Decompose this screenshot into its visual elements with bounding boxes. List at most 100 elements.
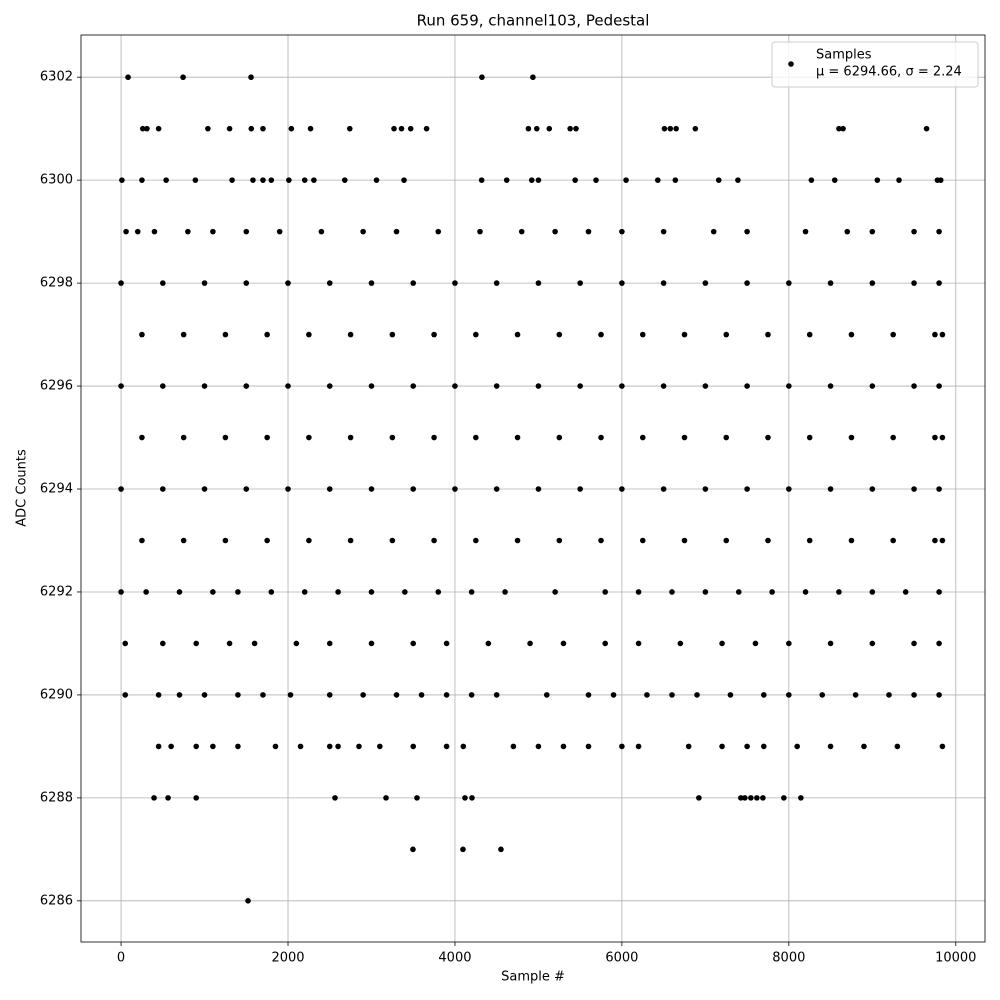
sample-point — [264, 537, 270, 544]
sample-point — [180, 331, 187, 338]
sample-point — [452, 280, 458, 286]
sample-point — [593, 177, 599, 183]
sample-point — [744, 280, 750, 286]
sample-point — [222, 331, 229, 338]
sample-point — [667, 125, 674, 132]
sample-point — [848, 331, 855, 338]
sample-point — [468, 692, 475, 698]
sample-point — [827, 383, 834, 389]
sample-point — [639, 537, 646, 544]
sample-point — [514, 331, 521, 338]
y-tick-label: 6288 — [40, 790, 73, 805]
y-tick-label: 6302 — [40, 70, 73, 85]
sample-point — [243, 383, 250, 389]
sample-point — [210, 228, 216, 235]
sample-point — [819, 692, 826, 698]
sample-point — [222, 434, 229, 441]
sample-point — [326, 486, 333, 492]
sample-point — [806, 434, 813, 441]
sample-point — [460, 846, 466, 853]
sample-point — [326, 280, 333, 286]
sample-point — [869, 280, 876, 286]
sample-point — [937, 177, 944, 183]
sample-point — [723, 537, 730, 544]
legend-label: Samples — [816, 48, 872, 63]
sample-point — [123, 228, 129, 235]
sample-point — [285, 486, 291, 492]
sample-point — [911, 228, 917, 235]
sample-point — [528, 177, 535, 183]
sample-point — [530, 74, 536, 81]
sample-point — [869, 486, 876, 492]
sample-point — [393, 692, 400, 698]
sample-point — [765, 331, 771, 338]
sample-point — [786, 486, 792, 492]
sample-point — [431, 434, 437, 441]
sample-point — [139, 537, 145, 544]
sample-point — [410, 486, 417, 492]
sample-point — [326, 692, 333, 698]
sample-point — [748, 795, 754, 801]
sample-point — [498, 846, 504, 853]
sample-point — [894, 743, 901, 750]
sample-point — [193, 795, 199, 801]
sample-point — [932, 331, 938, 338]
sample-point — [744, 486, 750, 492]
sample-point — [125, 74, 131, 81]
sample-point — [619, 383, 625, 389]
sample-point — [469, 795, 475, 801]
sample-point — [268, 177, 275, 183]
sample-point — [936, 383, 942, 389]
sample-point — [844, 228, 851, 235]
sample-point — [118, 486, 124, 492]
sample-point — [452, 486, 458, 492]
sample-point — [122, 692, 129, 698]
sample-point — [827, 640, 834, 647]
sample-point — [543, 692, 550, 698]
sample-point — [155, 692, 162, 698]
sample-point — [260, 125, 266, 132]
sample-point — [452, 383, 458, 389]
sample-point — [556, 537, 563, 544]
sample-point — [151, 228, 158, 235]
sample-point — [644, 692, 650, 698]
sample-point — [485, 640, 492, 647]
sample-point — [502, 589, 508, 595]
sample-point — [205, 125, 211, 132]
sample-point — [180, 74, 186, 81]
sample-point — [493, 280, 500, 286]
sample-point — [402, 589, 408, 595]
sample-point — [346, 125, 353, 132]
sample-point — [210, 589, 216, 595]
sample-point — [602, 640, 609, 647]
sample-point — [936, 589, 942, 595]
sample-point — [118, 383, 124, 389]
sample-point — [760, 795, 766, 801]
sample-point — [635, 589, 642, 595]
sample-point — [911, 280, 917, 286]
sample-point — [268, 589, 275, 595]
y-tick-label: 6294 — [40, 482, 73, 497]
points — [118, 74, 946, 904]
sample-point — [560, 743, 567, 750]
sample-point — [286, 177, 292, 183]
sample-point — [301, 177, 308, 183]
sample-point — [781, 795, 787, 801]
sample-point — [134, 228, 141, 235]
sample-point — [423, 125, 430, 132]
sample-point — [235, 692, 241, 698]
sample-point — [235, 743, 241, 750]
sample-point — [890, 537, 896, 544]
sample-point — [535, 383, 542, 389]
sample-point — [389, 537, 396, 544]
sample-point — [326, 383, 333, 389]
sample-point — [414, 795, 420, 801]
sample-point — [306, 434, 312, 441]
sample-point — [848, 537, 855, 544]
sample-point — [391, 125, 397, 132]
legend: Samples μ = 6294.66, σ = 2.24 — [771, 41, 979, 88]
sample-point — [477, 228, 483, 235]
sample-point — [418, 692, 425, 698]
sample-point — [765, 537, 771, 544]
sample-point — [702, 486, 709, 492]
